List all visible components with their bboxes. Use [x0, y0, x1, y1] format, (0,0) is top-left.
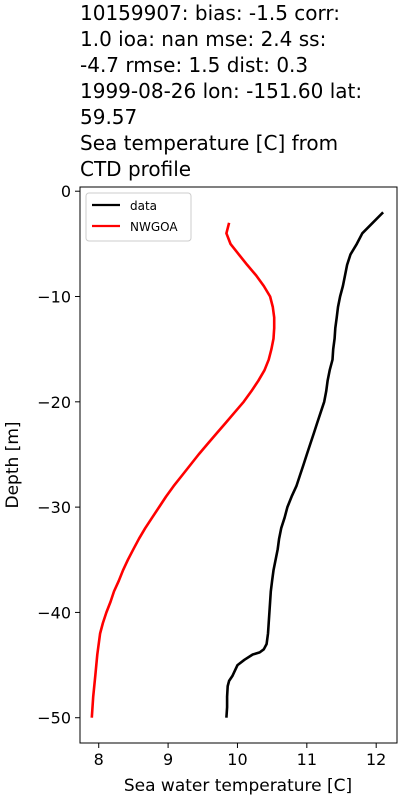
title-line: 1999-08-26 lon: -151.60 lat: — [80, 79, 363, 103]
x-tick-label: 9 — [163, 750, 173, 769]
x-tick-label: 11 — [297, 750, 317, 769]
series-line-data — [225, 211, 385, 718]
axes-frame — [79, 186, 398, 744]
title-line: Sea temperature [C] from — [80, 131, 339, 155]
legend: data NWGOA — [85, 192, 192, 242]
y-tick-label: −10 — [37, 288, 71, 307]
y-tick-label: −20 — [37, 393, 71, 412]
x-tick-label: 12 — [366, 750, 386, 769]
x-tick-label: 10 — [227, 750, 247, 769]
y-axis-label: Depth [m] — [3, 421, 23, 508]
y-tick-label: −40 — [37, 603, 71, 622]
plot-lines — [90, 211, 385, 718]
title-line: 1.0 ioa: nan mse: 2.4 ss: — [80, 27, 327, 51]
title-line: 59.57 — [80, 105, 138, 129]
y-tick-label: −50 — [37, 709, 71, 728]
x-axis-label: Sea water temperature [C] — [124, 776, 352, 796]
chart-title: 10159907: bias: -1.5 corr: 1.0 ioa: nan … — [80, 0, 398, 182]
x-tick-label: 8 — [94, 750, 104, 769]
y-axis: 0 −10 −20 −30 −40 −50 — [37, 182, 80, 728]
title-line: CTD profile — [80, 157, 192, 181]
title-line: 10159907: bias: -1.5 corr: — [80, 1, 341, 25]
title-line: -4.7 rmse: 1.5 dist: 0.3 — [80, 53, 309, 77]
y-tick-label: 0 — [61, 182, 71, 201]
x-axis: 8 9 10 11 12 — [94, 743, 386, 769]
legend-label-nwgoa: NWGOA — [130, 220, 178, 234]
legend-label-data: data — [130, 199, 157, 213]
series-line-nwgoa — [90, 222, 276, 718]
y-tick-label: −30 — [37, 498, 71, 517]
